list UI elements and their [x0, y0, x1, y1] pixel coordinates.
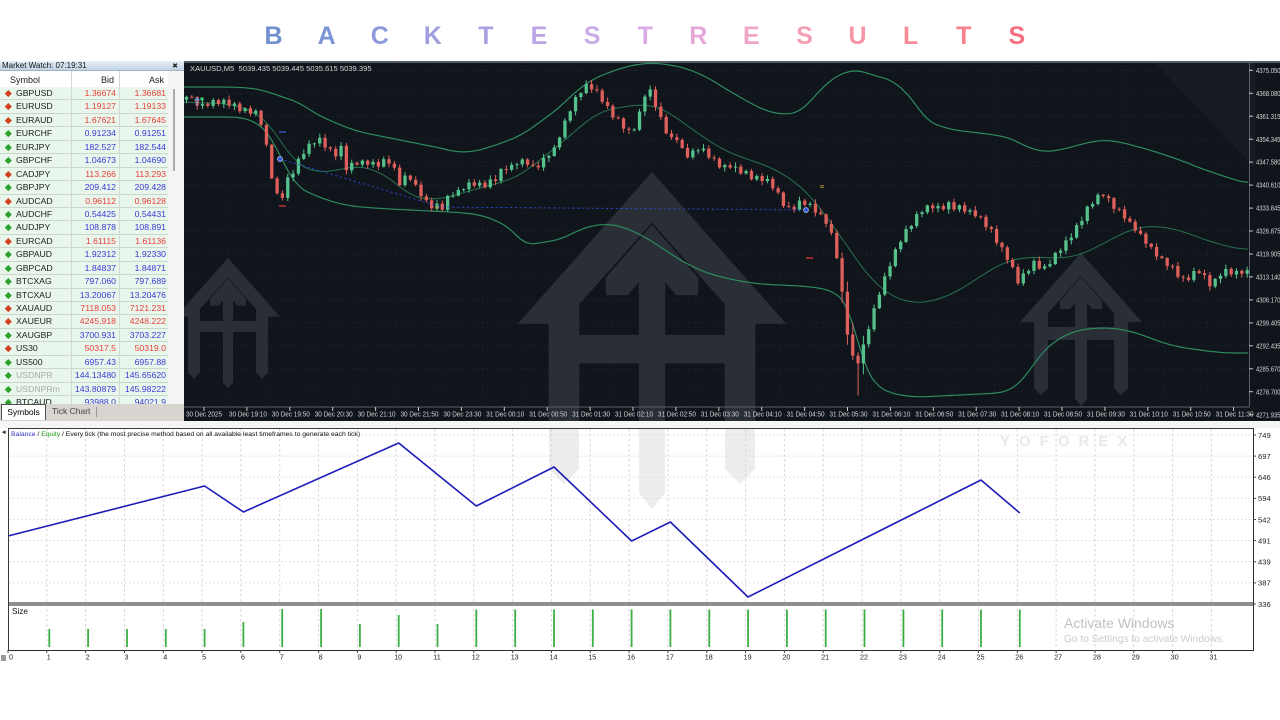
- svg-text:542: 542: [1258, 515, 1271, 524]
- svg-text:31 Dec 08:10: 31 Dec 08:10: [1001, 410, 1039, 419]
- svg-text:4306.170: 4306.170: [1256, 296, 1280, 305]
- svg-text:18: 18: [705, 653, 713, 662]
- svg-text:31 Dec 10:10: 31 Dec 10:10: [1130, 410, 1168, 419]
- svg-text:4313.140: 4313.140: [1256, 273, 1280, 282]
- svg-text:19: 19: [744, 653, 752, 662]
- svg-text:3: 3: [125, 653, 129, 662]
- svg-text:20: 20: [782, 653, 790, 662]
- svg-text:4361.315: 4361.315: [1256, 112, 1280, 121]
- svg-text:4368.080: 4368.080: [1256, 89, 1280, 98]
- svg-text:31 Dec 11:30: 31 Dec 11:30: [1216, 410, 1254, 419]
- svg-text:31 Dec 04:10: 31 Dec 04:10: [744, 410, 782, 419]
- svg-text:4333.845: 4333.845: [1256, 204, 1280, 213]
- svg-text:¤: ¤: [435, 205, 439, 212]
- svg-text:4319.905: 4319.905: [1256, 250, 1280, 259]
- svg-text:31 Dec 02:50: 31 Dec 02:50: [658, 410, 696, 419]
- svg-text:697: 697: [1258, 452, 1271, 461]
- svg-text:30 Dec 21:10: 30 Dec 21:10: [358, 410, 396, 419]
- svg-text:4340.610: 4340.610: [1256, 181, 1280, 190]
- svg-text:646: 646: [1258, 473, 1271, 482]
- svg-text:4354.345: 4354.345: [1256, 135, 1280, 144]
- svg-text:16: 16: [627, 653, 635, 662]
- svg-text:4: 4: [163, 653, 167, 662]
- svg-text:29: 29: [1132, 653, 1140, 662]
- svg-text:30: 30: [1171, 653, 1179, 662]
- svg-text:387: 387: [1258, 579, 1271, 588]
- svg-text:31 Dec 04:50: 31 Dec 04:50: [787, 410, 825, 419]
- svg-text:749: 749: [1258, 431, 1271, 440]
- svg-text:12: 12: [472, 653, 480, 662]
- svg-text:31 Dec 03:30: 31 Dec 03:30: [701, 410, 739, 419]
- svg-text:31 Dec 01:30: 31 Dec 01:30: [572, 410, 610, 419]
- svg-text:491: 491: [1258, 536, 1271, 545]
- svg-text:15: 15: [588, 653, 596, 662]
- svg-text:0: 0: [9, 653, 13, 662]
- svg-text:30 Dec 21:50: 30 Dec 21:50: [401, 410, 439, 419]
- svg-text:31 Dec 10:50: 31 Dec 10:50: [1173, 410, 1211, 419]
- svg-text:4292.435: 4292.435: [1256, 341, 1280, 350]
- svg-text:30 Dec 19:10: 30 Dec 19:10: [229, 410, 267, 419]
- svg-text:336: 336: [1258, 600, 1271, 609]
- svg-text:5: 5: [202, 653, 206, 662]
- svg-text:31 Dec 02:10: 31 Dec 02:10: [615, 410, 653, 419]
- svg-text:2: 2: [86, 653, 90, 662]
- svg-text:22: 22: [860, 653, 868, 662]
- svg-text:31 Dec 06:50: 31 Dec 06:50: [915, 410, 953, 419]
- svg-text:4299.405: 4299.405: [1256, 319, 1280, 328]
- svg-text:4347.580: 4347.580: [1256, 158, 1280, 167]
- svg-text:30 Dec 23:30: 30 Dec 23:30: [443, 410, 481, 419]
- svg-text:31 Dec 06:10: 31 Dec 06:10: [872, 410, 910, 419]
- svg-text:11: 11: [433, 653, 440, 662]
- svg-text:Size: Size: [12, 607, 28, 616]
- svg-text:25: 25: [977, 653, 985, 662]
- svg-text:31 Dec 09:30: 31 Dec 09:30: [1087, 410, 1125, 419]
- svg-text:31: 31: [1209, 653, 1217, 662]
- svg-text:4285.670: 4285.670: [1256, 364, 1280, 373]
- svg-text:439: 439: [1258, 558, 1271, 567]
- svg-text:23: 23: [899, 653, 907, 662]
- svg-text:31 Dec 00:10: 31 Dec 00:10: [486, 410, 524, 419]
- svg-text:4278.700: 4278.700: [1256, 387, 1280, 396]
- svg-text:8: 8: [319, 653, 323, 662]
- svg-text:9: 9: [357, 653, 361, 662]
- svg-text:30 Dec 2025: 30 Dec 2025: [186, 410, 222, 419]
- svg-text:◄: ◄: [1, 429, 7, 436]
- svg-text:30 Dec 20:30: 30 Dec 20:30: [315, 410, 353, 419]
- svg-text:31 Dec 08:50: 31 Dec 08:50: [1044, 410, 1082, 419]
- svg-text:6: 6: [241, 653, 245, 662]
- svg-text:31 Dec 00:50: 31 Dec 00:50: [529, 410, 567, 419]
- svg-text:4271.935: 4271.935: [1256, 410, 1280, 419]
- svg-text:594: 594: [1258, 494, 1271, 503]
- svg-text:17: 17: [666, 653, 674, 662]
- svg-text:26: 26: [1015, 653, 1023, 662]
- svg-text:10: 10: [394, 653, 402, 662]
- svg-text:13: 13: [511, 653, 519, 662]
- svg-text:¤: ¤: [820, 184, 824, 191]
- svg-text:24: 24: [938, 653, 946, 662]
- svg-text:27: 27: [1054, 653, 1062, 662]
- svg-text:31 Dec 05:30: 31 Dec 05:30: [830, 410, 868, 419]
- svg-text:4375.050: 4375.050: [1256, 66, 1280, 75]
- svg-text:YOFOREX: YOFOREX: [1000, 433, 1136, 450]
- svg-text:21: 21: [821, 653, 829, 662]
- svg-text:30 Dec 19:50: 30 Dec 19:50: [272, 410, 310, 419]
- svg-text:7: 7: [280, 653, 284, 662]
- svg-text:1: 1: [47, 653, 51, 662]
- svg-text:14: 14: [550, 653, 558, 662]
- svg-text:4326.875: 4326.875: [1256, 227, 1280, 236]
- svg-text:XAUUSD,M5 5039.435 5039.445 5: XAUUSD,M5 5039.435 5039.445 5035.615 503…: [190, 64, 372, 73]
- svg-text:31 Dec 07:30: 31 Dec 07:30: [958, 410, 996, 419]
- svg-text:28: 28: [1093, 653, 1101, 662]
